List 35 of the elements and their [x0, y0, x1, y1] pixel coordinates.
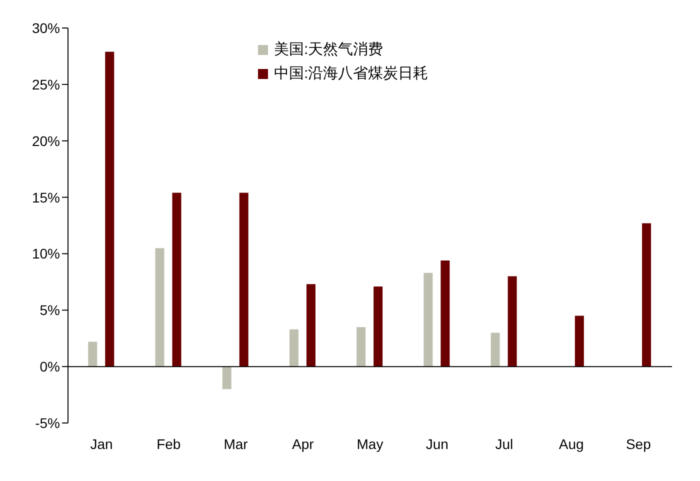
x-tick-label: Jan [90, 436, 113, 452]
y-tick-label: 25% [32, 76, 60, 92]
bar [574, 316, 584, 367]
x-tick-label: Aug [558, 436, 584, 452]
y-tick-label: 0% [40, 358, 60, 375]
y-tick-label: -5% [35, 414, 60, 431]
bar [289, 329, 298, 367]
bar [88, 342, 98, 367]
bar [306, 284, 316, 367]
x-tick-label: Jul [495, 436, 514, 452]
bar [490, 332, 500, 367]
bar [155, 248, 164, 367]
bar [374, 286, 383, 367]
bar [642, 223, 652, 367]
bar [424, 272, 433, 367]
bar [508, 276, 517, 367]
x-tick-label: Sep [626, 436, 652, 452]
bar [222, 366, 232, 390]
legend-label: 中国:沿海八省煤炭日耗 [274, 64, 428, 84]
bar [440, 260, 450, 367]
legend-label: 美国:天然气消费 [274, 40, 384, 60]
y-tick-label: 30% [32, 20, 60, 36]
bar [105, 52, 114, 367]
y-tick-label: 20% [32, 132, 60, 149]
bar [239, 192, 248, 367]
x-tick-label: May [356, 436, 384, 452]
y-tick-label: 10% [32, 246, 60, 262]
bar [356, 327, 366, 367]
y-tick-label: 5% [40, 302, 60, 318]
bar [172, 192, 182, 367]
x-tick-label: Mar [224, 436, 248, 452]
x-tick-label: Jun [426, 436, 448, 452]
y-tick-label: 15% [32, 189, 60, 206]
x-tick-label: Apr [292, 436, 314, 452]
x-tick-label: Feb [156, 436, 181, 452]
